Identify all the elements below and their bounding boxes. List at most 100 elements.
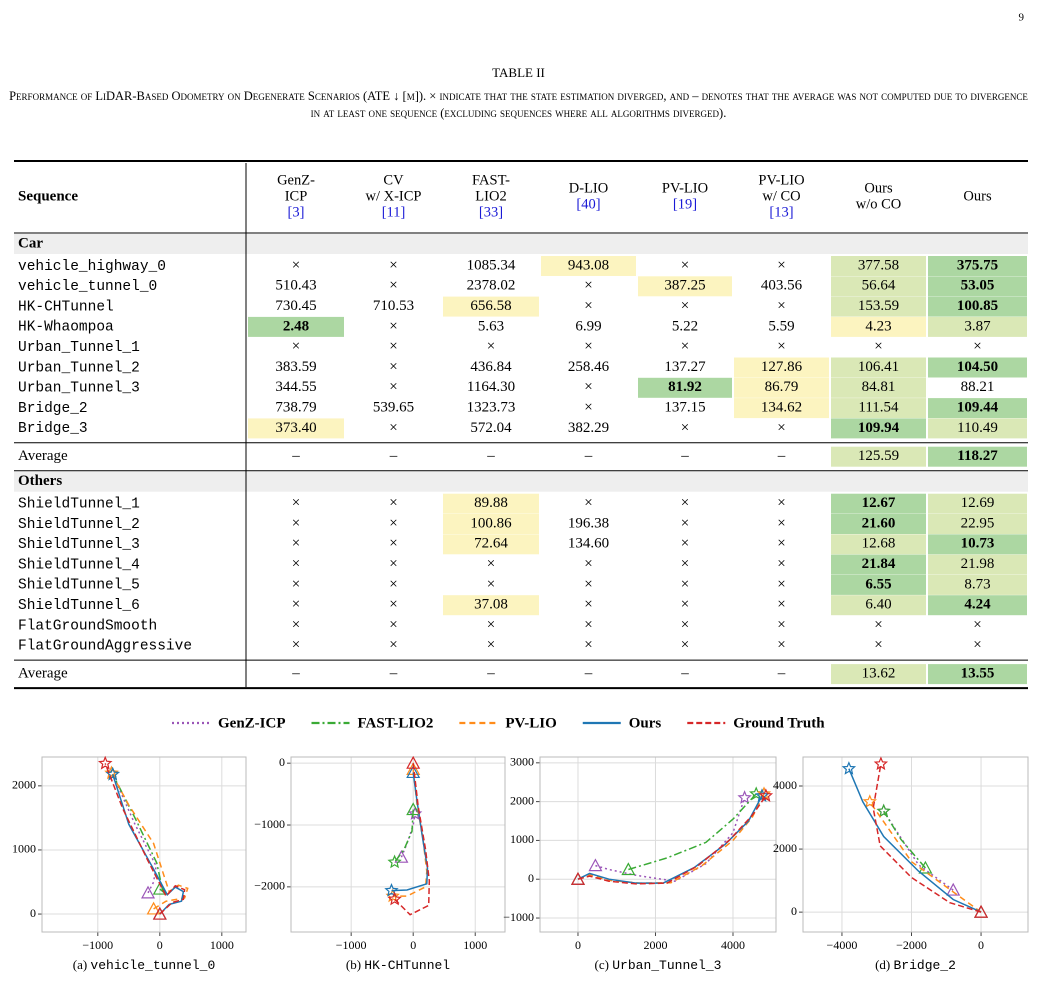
cell: 3.87 (964, 318, 991, 334)
header: PV-LIO (758, 172, 804, 188)
cell: – (680, 666, 689, 682)
cell: 436.84 (470, 359, 512, 375)
cell: 127.86 (761, 359, 803, 375)
cell: × (681, 597, 689, 613)
cell: 5.59 (768, 318, 794, 334)
cell: × (681, 257, 689, 273)
cell: 86.79 (765, 379, 799, 395)
cell: 81.92 (668, 379, 702, 395)
trajectory (104, 763, 186, 915)
cell: 12.69 (961, 495, 995, 511)
x-tick-label: −4000 (827, 938, 858, 952)
cell: 134.60 (568, 536, 609, 552)
cell: × (487, 576, 495, 592)
cell: – (777, 448, 786, 464)
cell: 100.85 (957, 298, 998, 314)
trajectory (595, 797, 746, 882)
legend-label: PV-LIO (505, 715, 556, 731)
table-label: TABLE II (492, 65, 545, 80)
trajectory (883, 810, 926, 869)
cell: 88.21 (961, 379, 995, 395)
cell: × (681, 576, 689, 592)
cell-highlight (928, 534, 1027, 555)
cell: 22.95 (961, 515, 995, 531)
caption-label: (a) (73, 957, 87, 972)
cell: × (292, 556, 300, 572)
cell: × (681, 536, 689, 552)
cell: 710.53 (373, 298, 414, 314)
y-tick-label: 2000 (773, 841, 797, 855)
cell-highlight (831, 256, 926, 276)
cell: 738.79 (275, 400, 316, 416)
row-label: Average (18, 666, 68, 682)
cell-highlight (831, 554, 926, 575)
cell: – (486, 666, 495, 682)
header: Sequence (18, 188, 78, 204)
start-marker (141, 885, 156, 899)
cell: 258.46 (568, 359, 610, 375)
cell: × (389, 637, 397, 653)
start-marker (621, 862, 636, 876)
cell-highlight (928, 357, 1027, 378)
cell: × (292, 617, 300, 633)
y-tick-label: 0 (30, 906, 36, 920)
plot-frame (802, 756, 1029, 933)
cell-highlight (831, 664, 926, 685)
cell: × (777, 576, 785, 592)
cell: × (777, 556, 785, 572)
legend-label: FAST-LIO2 (358, 715, 434, 731)
cell-highlight (928, 316, 1027, 337)
cell: 72.64 (474, 536, 508, 552)
plot-caption: (a) vehicle_tunnel_0 (73, 957, 216, 973)
cell: 37.08 (474, 597, 508, 613)
cell-highlight (831, 377, 926, 398)
cell: 13.62 (862, 666, 896, 682)
trajectory (872, 763, 982, 913)
cell: 21.60 (862, 515, 896, 531)
cell: × (777, 298, 785, 314)
end-marker (841, 761, 857, 775)
page-number: 9 (1019, 12, 1025, 24)
cell-highlight (928, 276, 1027, 297)
end-marker (737, 790, 752, 804)
cell-highlight (928, 493, 1027, 514)
cell-highlight (831, 493, 926, 514)
trajectory (628, 793, 757, 871)
legend-label: Ground Truth (733, 715, 825, 731)
cell: × (777, 420, 785, 436)
cell-highlight (443, 296, 539, 317)
start-marker (918, 860, 933, 874)
caption-name: vehicle_tunnel_0 (90, 958, 215, 973)
caption-name: HK-CHTunnel (364, 958, 450, 973)
plot-caption: (b) HK-CHTunnel (346, 957, 450, 973)
citation: [3] (288, 204, 305, 220)
sequence-name: Bridge_3 (18, 421, 88, 437)
cell: × (389, 257, 397, 273)
cell: × (777, 339, 785, 355)
cell: × (584, 339, 592, 355)
header: w/ X-ICP (366, 188, 422, 204)
legend-label: GenZ-ICP (218, 715, 286, 731)
cell: × (681, 617, 689, 633)
cell-highlight (928, 574, 1027, 595)
cell: 137.15 (664, 400, 705, 416)
cell: 100.86 (470, 515, 512, 531)
cell: 510.43 (275, 278, 316, 294)
cell: × (777, 617, 785, 633)
cell-highlight (831, 595, 926, 616)
cell: × (389, 576, 397, 592)
caption-label: (b) (346, 957, 361, 972)
trajectory (848, 768, 982, 913)
cell: × (389, 597, 397, 613)
x-tick-label: 0 (157, 938, 163, 952)
cell: 4.23 (865, 318, 891, 334)
cell: 12.67 (862, 495, 896, 511)
y-tick-label: 3000 (510, 755, 534, 769)
cell-highlight (443, 595, 539, 616)
cell: 2.48 (283, 318, 309, 334)
cell: × (389, 536, 397, 552)
cell: × (777, 536, 785, 552)
cell: × (681, 298, 689, 314)
cell: × (777, 597, 785, 613)
